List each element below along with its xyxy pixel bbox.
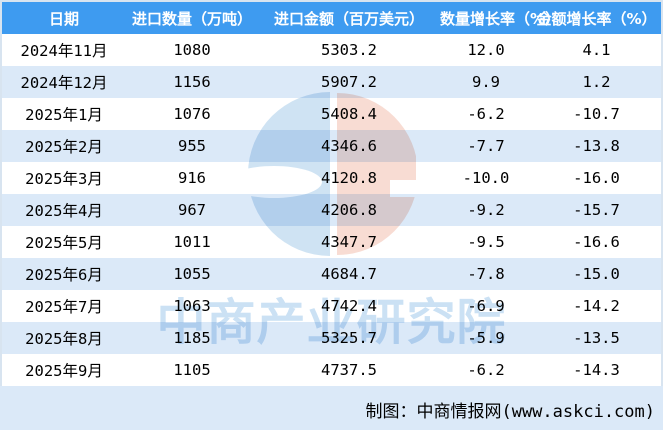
quantity-growth-cell: 12.0	[467, 41, 505, 59]
date-cell: 2024年12月	[20, 74, 108, 92]
quantity-growth-cell: -7.8	[467, 265, 505, 283]
quantity-growth-cell: -7.7	[467, 137, 505, 155]
quantity-growth-cell: -10.0	[462, 169, 510, 187]
import-value-cell: 4206.8	[321, 201, 377, 219]
footer-credit: 制图：中商情报网(www.askci.com)	[365, 402, 655, 422]
date-cell: 2025年1月	[25, 106, 103, 124]
import-quantity-cell: 1055	[173, 265, 211, 283]
value-growth-cell: -14.3	[573, 361, 620, 379]
value-growth-cell: -15.0	[573, 265, 620, 283]
import-quantity-cell: 1076	[173, 105, 211, 123]
date-cell: 2025年4月	[25, 202, 103, 220]
column-header-quantity-growth: 数量增长率（%）	[440, 2, 560, 34]
quantity-growth-cell: 9.9	[472, 73, 500, 91]
quantity-growth-cell: -6.9	[467, 297, 505, 315]
table-row: 2025年3月 916 4120.8 -10.0 -16.0	[2, 162, 661, 194]
table-row: 2025年5月 1011 4347.7 -9.5 -16.6	[2, 226, 661, 258]
table-row: 2025年8月 1185 5325.7 -5.9 -13.5	[2, 322, 661, 354]
value-growth-cell: 1.2	[582, 73, 611, 91]
value-growth-cell: -14.2	[573, 297, 620, 315]
import-value-cell: 4347.7	[321, 233, 377, 251]
column-header-import-quantity: 进口数量（万吨）	[126, 2, 258, 34]
quantity-growth-cell: -6.2	[467, 361, 505, 379]
quantity-growth-cell: -9.5	[467, 233, 505, 251]
quantity-growth-cell: -9.2	[467, 201, 505, 219]
import-quantity-cell: 967	[178, 201, 206, 219]
date-cell: 2025年3月	[25, 170, 103, 188]
table-row: 2025年9月 1105 4737.5 -6.2 -14.3	[2, 354, 661, 386]
import-value-cell: 4742.4	[321, 297, 377, 315]
import-quantity-cell: 1063	[173, 297, 211, 315]
table-body: 2024年11月 1080 5303.2 12.0 4.1 2024年12月 1156 590…	[2, 34, 661, 386]
import-value-cell: 4684.7	[321, 265, 377, 283]
value-growth-cell: -16.6	[573, 233, 620, 251]
column-header-import-value: 进口金额（百万美元）	[258, 2, 440, 34]
table-row: 2025年2月 955 4346.6 -7.7 -13.8	[2, 130, 661, 162]
table-row: 2025年7月 1063 4742.4 -6.9 -14.2	[2, 290, 661, 322]
date-cell: 2024年11月	[20, 42, 108, 60]
value-growth-cell: 4.1	[582, 41, 611, 59]
import-value-cell: 4346.6	[321, 137, 377, 155]
quantity-growth-cell: -5.9	[467, 329, 505, 347]
import-value-cell: 5325.7	[321, 329, 377, 347]
import-value-cell: 4737.5	[321, 361, 377, 379]
table-row: 2025年4月 967 4206.8 -9.2 -15.7	[2, 194, 661, 226]
import-quantity-cell: 1105	[173, 361, 211, 379]
value-growth-cell: -15.7	[573, 201, 620, 219]
import-value-cell: 4120.8	[321, 169, 377, 187]
import-quantity-cell: 955	[178, 137, 206, 155]
import-value-cell: 5303.2	[321, 41, 377, 59]
date-cell: 2025年6月	[25, 266, 103, 284]
column-header-date: 日期	[2, 2, 126, 34]
table-row: 2024年12月 1156 5907.2 9.9 1.2	[2, 66, 661, 98]
column-header-value-growth: 金额增长率（%）	[532, 2, 661, 34]
value-growth-cell: -16.0	[573, 169, 620, 187]
date-cell: 2025年7月	[25, 298, 103, 316]
value-growth-cell: -10.7	[573, 105, 620, 123]
value-growth-cell: -13.5	[573, 329, 620, 347]
footer-area: 制图：中商情报网(www.askci.com)	[0, 386, 663, 430]
import-value-cell: 5907.2	[321, 73, 377, 91]
table-row: 2025年6月 1055 4684.7 -7.8 -15.0	[2, 258, 661, 290]
table-row: 2024年11月 1080 5303.2 12.0 4.1	[2, 34, 661, 66]
date-cell: 2025年9月	[25, 362, 103, 380]
import-quantity-cell: 1156	[173, 73, 211, 91]
import-quantity-cell: 1011	[173, 233, 211, 251]
import-data-table: 日期 进口数量（万吨） 进口金额（百万美元） 数量增长率（%） 金额增长率（%）…	[2, 2, 661, 386]
table-header-row: 日期 进口数量（万吨） 进口金额（百万美元） 数量增长率（%） 金额增长率（%）	[2, 2, 661, 34]
date-cell: 2025年2月	[25, 138, 103, 156]
value-growth-cell: -13.8	[573, 137, 620, 155]
import-quantity-cell: 916	[178, 169, 206, 187]
import-quantity-cell: 1185	[173, 329, 211, 347]
quantity-growth-cell: -6.2	[467, 105, 505, 123]
table-row: 2025年1月 1076 5408.4 -6.2 -10.7	[2, 98, 661, 130]
date-cell: 2025年8月	[25, 330, 103, 348]
import-value-cell: 5408.4	[321, 105, 377, 123]
date-cell: 2025年5月	[25, 234, 103, 252]
import-quantity-cell: 1080	[173, 41, 211, 59]
